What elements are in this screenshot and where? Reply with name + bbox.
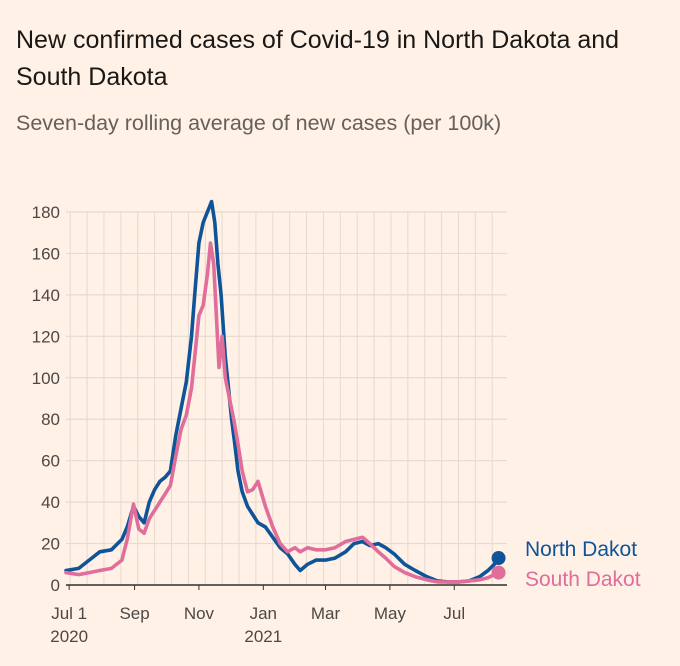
series-end-marker <box>491 551 506 566</box>
y-tick-label: 120 <box>32 327 60 346</box>
x-axis-ticks: Jul 1 2020 Sep Nov Jan 2021 Mar May Jul <box>50 585 465 646</box>
series-end-marker <box>491 565 506 580</box>
series-label: South Dakot <box>525 568 641 591</box>
series-labels: North Dakot South Dakot <box>525 538 641 591</box>
series-line-south-dakota <box>64 241 501 584</box>
y-tick-label: 160 <box>32 244 60 263</box>
x-tick-label: Sep <box>119 604 149 623</box>
y-tick-label: 0 <box>51 576 60 595</box>
y-tick-label: 60 <box>41 452 60 471</box>
x-tick-label: Jul <box>443 604 465 623</box>
y-tick-label: 40 <box>41 493 60 512</box>
x-tick-label: Nov <box>184 604 215 623</box>
series-label: North Dakot <box>525 538 637 561</box>
chart-subtitle: Seven-day rolling average of new cases (… <box>16 111 502 135</box>
x-tick-label: Mar <box>311 604 341 623</box>
series-lines <box>64 199 506 584</box>
x-tick-sublabel: 2021 <box>244 627 282 646</box>
y-tick-label: 80 <box>41 410 60 429</box>
series-line-north-dakota <box>64 199 501 584</box>
x-tick-label: May <box>374 604 407 623</box>
y-tick-label: 180 <box>32 203 60 222</box>
y-tick-label: 20 <box>41 535 60 554</box>
chart-title: New confirmed cases of Covid-19 in North… <box>16 26 620 91</box>
y-tick-label: 140 <box>32 286 60 305</box>
gridlines <box>66 211 507 585</box>
x-tick-sublabel: 2020 <box>50 627 88 646</box>
y-axis-ticks: 0 20 40 60 80 100 120 140 160 180 <box>32 203 60 595</box>
x-tick-label: Jul 1 <box>51 604 87 623</box>
y-tick-label: 100 <box>32 369 60 388</box>
x-tick-label: Jan <box>250 604 277 623</box>
